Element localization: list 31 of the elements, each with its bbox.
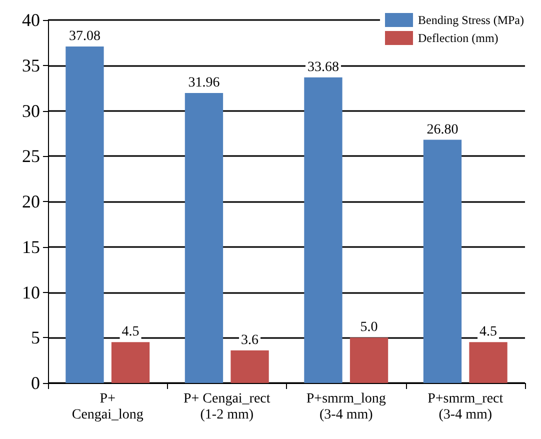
bar bbox=[184, 92, 224, 383]
x-tick-label: P+smrm_rect (3-4 mm) bbox=[428, 392, 504, 422]
bar bbox=[230, 350, 269, 383]
data-label: 5.0 bbox=[360, 320, 378, 336]
y-tick-label: 15 bbox=[22, 236, 40, 257]
y-tick-label: 30 bbox=[22, 100, 40, 121]
y-tick-label: 25 bbox=[22, 146, 40, 166]
data-label: 31.96 bbox=[188, 75, 220, 90]
data-label: 37.08 bbox=[68, 29, 100, 44]
y-tick-label: 5 bbox=[31, 328, 40, 348]
data-label: 33.68 bbox=[307, 60, 339, 75]
data-label: 26.80 bbox=[426, 122, 458, 138]
x-tick-label: P+ Cengai_long bbox=[72, 392, 144, 422]
data-label: 3.6 bbox=[241, 332, 259, 348]
legend-label: Bending Stress (MPa) bbox=[418, 13, 524, 27]
bar bbox=[111, 342, 150, 383]
bar bbox=[423, 140, 462, 383]
bar bbox=[469, 342, 508, 383]
bar bbox=[350, 338, 388, 383]
y-tick-label: 10 bbox=[22, 282, 40, 302]
y-tick-label: 20 bbox=[22, 192, 40, 212]
y-tick-label: 35 bbox=[22, 55, 40, 76]
x-tick-label: P+smrm_long (3-4 mm) bbox=[306, 392, 386, 422]
bar bbox=[304, 77, 342, 383]
bar bbox=[66, 46, 104, 383]
data-label: 4.5 bbox=[122, 324, 140, 340]
y-tick-label: 40 bbox=[22, 10, 40, 30]
data-label: 4.5 bbox=[480, 324, 498, 340]
legend-label: Deflection (mm) bbox=[418, 31, 498, 45]
y-tick-label: 0 bbox=[31, 373, 40, 393]
x-tick-label: P+ Cengai_rect (1-2 mm) bbox=[183, 392, 270, 422]
